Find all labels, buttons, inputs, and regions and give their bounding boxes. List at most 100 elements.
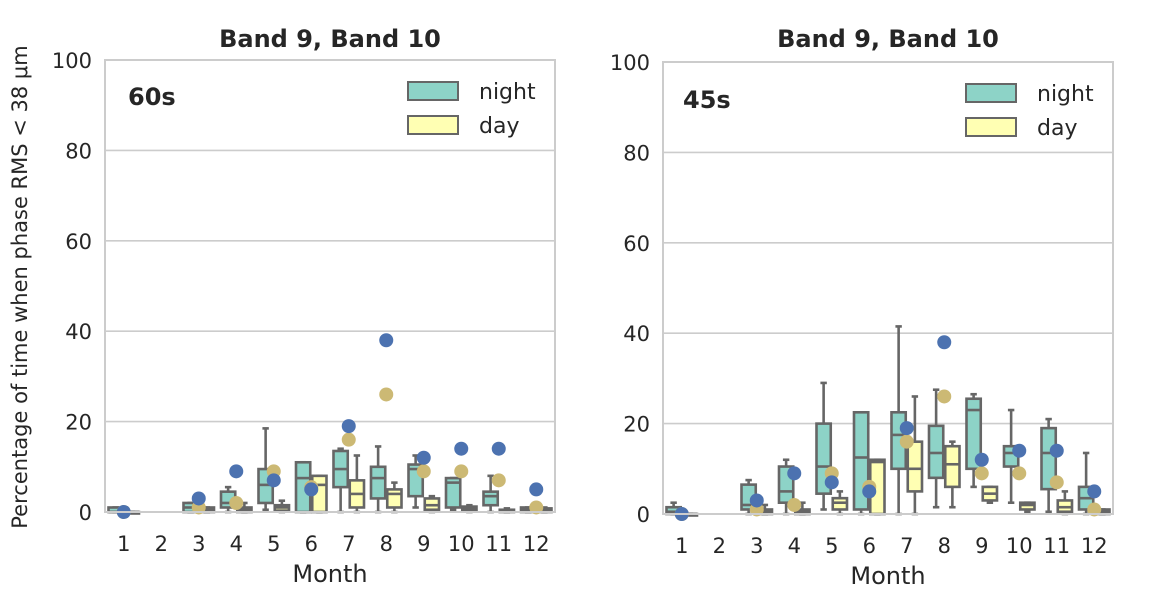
x-tick-label: 2 (713, 534, 726, 558)
y-tick-label: 0 (637, 503, 650, 527)
day-reference-point-month-11 (1049, 475, 1064, 490)
y-tick-label: 20 (623, 413, 650, 437)
box-night-month-11 (482, 474, 500, 514)
box-day-month-7 (906, 395, 924, 516)
day-reference-point-month-12 (1087, 502, 1102, 517)
night-reference-point-month-7 (899, 421, 914, 436)
night-reference-point-month-4 (229, 464, 244, 479)
x-tick-label: 5 (825, 534, 838, 558)
x-tick-label: 4 (230, 532, 243, 556)
chart-title: Band 9, Band 10 (777, 25, 999, 53)
day-reference-point-month-7 (899, 434, 914, 449)
night-reference-point-month-9 (416, 450, 431, 465)
exposure-annotation: 45s (683, 86, 731, 114)
day-reference-point-month-4 (229, 495, 244, 510)
x-tick-label: 6 (305, 532, 318, 556)
x-tick-label: 9 (417, 532, 430, 556)
y-tick-label: 100 (52, 49, 92, 73)
y-tick-label: 0 (79, 501, 92, 525)
x-axis-label: Month (292, 560, 367, 588)
box-night-month-7 (890, 325, 908, 516)
y-tick-label: 40 (623, 322, 650, 346)
y-tick-label: 60 (65, 230, 92, 254)
x-tick-label: 3 (192, 532, 205, 556)
box-day-month-9 (423, 494, 441, 514)
night-reference-point-month-6 (304, 482, 319, 497)
legend-swatch-day (965, 117, 1017, 137)
night-reference-point-month-3 (191, 491, 206, 506)
x-tick-label: 5 (267, 532, 280, 556)
day-reference-point-month-11 (491, 473, 506, 488)
night-reference-point-month-3 (749, 493, 764, 508)
box-night-month-5 (815, 381, 833, 511)
box-body (943, 444, 961, 489)
day-reference-point-month-10 (454, 464, 469, 479)
y-tick-label: 40 (65, 320, 92, 344)
day-reference-point-month-7 (341, 432, 356, 447)
box-night-month-6 (852, 410, 870, 516)
box-day-month-8 (943, 440, 961, 509)
x-tick-label: 6 (863, 534, 876, 558)
x-tick-label: 3 (750, 534, 763, 558)
y-tick-label: 80 (623, 141, 650, 165)
box-body (965, 397, 983, 471)
box-night-month-8 (369, 445, 387, 514)
night-reference-point-month-7 (341, 419, 356, 434)
night-reference-point-month-12 (1087, 484, 1102, 499)
box-night-month-7 (332, 447, 350, 514)
chart-title: Band 9, Band 10 (219, 25, 441, 53)
box-day-month-10 (460, 503, 478, 514)
y-tick-label: 20 (65, 411, 92, 435)
box-night-month-10 (444, 476, 462, 512)
night-reference-point-month-10 (1012, 443, 1027, 458)
box-day-month-11 (1056, 490, 1074, 516)
legend-swatch-night (407, 81, 459, 101)
box-night-month-9 (407, 454, 425, 509)
x-tick-label: 10 (1006, 534, 1033, 558)
day-reference-point-month-10 (1012, 466, 1027, 481)
x-tick-label: 11 (485, 532, 512, 556)
box-body (444, 476, 462, 509)
day-reference-point-month-9 (416, 464, 431, 479)
y-tick-label: 80 (65, 139, 92, 163)
night-reference-point-month-5 (266, 473, 281, 488)
x-tick-label: 7 (900, 534, 913, 558)
box-night-month-11 (1040, 417, 1058, 514)
night-reference-point-month-5 (824, 475, 839, 490)
x-tick-label: 8 (380, 532, 393, 556)
box-day-month-5 (831, 490, 849, 516)
day-reference-point-month-12 (529, 500, 544, 515)
box-body (906, 440, 924, 493)
x-tick-label: 8 (938, 534, 951, 558)
exposure-annotation: 60s (128, 83, 176, 111)
night-reference-point-month-11 (1049, 443, 1064, 458)
legend-swatch-night (965, 83, 1017, 103)
box-day-month-10 (1018, 501, 1036, 514)
box-day-month-9 (981, 485, 999, 505)
night-reference-point-month-4 (787, 466, 802, 481)
x-axis-label: Month (850, 562, 925, 590)
x-tick-label: 1 (117, 532, 130, 556)
x-tick-label: 11 (1043, 534, 1070, 558)
day-reference-point-month-8 (937, 389, 952, 404)
box-day-month-7 (348, 454, 366, 514)
night-reference-point-month-6 (862, 484, 877, 499)
legend-label-day: day (479, 114, 519, 139)
x-tick-label: 12 (1081, 534, 1108, 558)
box-day-month-5 (273, 499, 291, 514)
night-reference-point-month-9 (974, 452, 989, 467)
legend-swatch-day (407, 115, 459, 135)
y-axis-label: Percentage of time when phase RMS < 38 μ… (8, 45, 32, 528)
x-tick-label: 1 (675, 534, 688, 558)
night-reference-point-month-8 (937, 335, 952, 350)
box-body (1040, 426, 1058, 491)
day-reference-point-month-9 (974, 466, 989, 481)
y-tick-label: 100 (610, 51, 650, 75)
box-day-month-8 (385, 481, 403, 514)
x-tick-label: 7 (342, 532, 355, 556)
day-reference-point-month-4 (787, 497, 802, 512)
x-tick-label: 4 (788, 534, 801, 558)
